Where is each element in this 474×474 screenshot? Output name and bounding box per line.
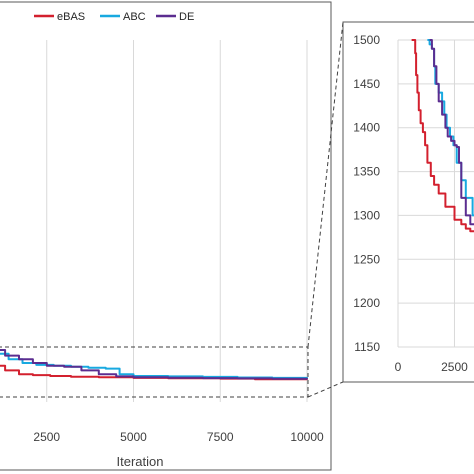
inset-tick-labels: 150014501400135013001250120011500250050 (353, 33, 468, 374)
inset-y-tick-label: 1200 (353, 296, 380, 310)
main-series-line-abc (0, 352, 308, 379)
inset-y-tick-label: 1150 (354, 340, 380, 354)
inset-y-tick-label: 1350 (353, 165, 380, 179)
inset-series-group (411, 39, 474, 233)
inset-y-tick-label: 1250 (353, 252, 380, 266)
main-series-group (0, 349, 308, 381)
zoom-connector-bottom (307, 381, 344, 398)
x-axis-title: Iteration (117, 454, 164, 469)
inset-y-tick-label: 1450 (353, 77, 380, 91)
inset-y-tick-label: 1300 (353, 208, 380, 222)
main-x-tick-label: 2500 (33, 430, 60, 444)
legend-label-ebas: eBAS (57, 11, 85, 23)
main-gridlines (46, 40, 308, 402)
inset-x-tick-label: 2500 (441, 360, 468, 374)
inset-gridlines (397, 39, 474, 348)
inset-x-tick-label: 0 (395, 360, 402, 374)
legend-label-de: DE (179, 11, 194, 23)
zoom-connector-top (307, 21, 344, 348)
legend-label-abc: ABC (123, 11, 146, 23)
main-x-tick-label: 5000 (120, 430, 147, 444)
main-tick-labels: 2500 5000 7500 10000 (33, 430, 324, 444)
main-x-tick-label: 10000 (290, 430, 324, 444)
inset-series-line-ebas (411, 39, 474, 233)
main-x-tick-label: 7500 (207, 430, 234, 444)
inset-y-tick-label: 1400 (353, 121, 380, 135)
zoom-region-box (0, 346, 309, 398)
main-series-line-de (0, 349, 308, 380)
zoom-inset-frame (342, 21, 474, 383)
inset-series-line-de (429, 39, 474, 226)
inset-y-tick-label: 1500 (353, 33, 380, 47)
legend: eBAS ABC DE (34, 11, 194, 23)
main-plot-frame (0, 1, 332, 471)
